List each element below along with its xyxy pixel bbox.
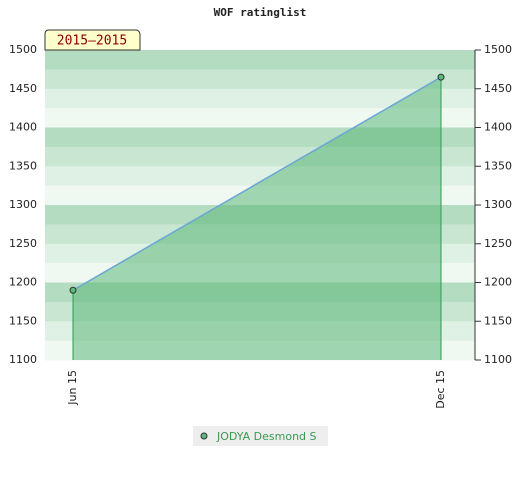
y-tick-label: 1450 bbox=[9, 82, 37, 95]
y2-tick-label: 1400 bbox=[484, 121, 512, 134]
y2-tick-label: 1150 bbox=[484, 314, 512, 327]
y-tick-label: 1400 bbox=[9, 121, 37, 134]
point bbox=[69, 286, 77, 294]
period-label: 2015–2015 bbox=[57, 34, 127, 49]
y2-tick-label: 1200 bbox=[484, 276, 512, 289]
chart-title: WOF ratinglist bbox=[214, 6, 307, 19]
legend-marker bbox=[200, 432, 208, 440]
y-tick-label: 1500 bbox=[9, 43, 37, 56]
line bbox=[72, 76, 442, 291]
y-tick-label: 1150 bbox=[9, 314, 37, 327]
y-tick-label: 1250 bbox=[9, 237, 37, 250]
plot bbox=[69, 73, 445, 360]
y2-tick-label: 1100 bbox=[484, 353, 512, 366]
y2-tick-label: 1350 bbox=[484, 159, 512, 172]
y2-tick-label: 1450 bbox=[484, 82, 512, 95]
x-tick-label: Jun 15 bbox=[66, 370, 79, 406]
area bbox=[73, 77, 441, 360]
legend-label: JODYA Desmond S bbox=[216, 430, 317, 443]
y-tick-label: 1200 bbox=[9, 276, 37, 289]
y-tick-label: 1350 bbox=[9, 159, 37, 172]
point bbox=[437, 73, 445, 81]
y2-tick-label: 1500 bbox=[484, 43, 512, 56]
legend bbox=[193, 426, 328, 446]
y-tick-label: 1300 bbox=[9, 198, 37, 211]
stripe bbox=[45, 88, 475, 109]
period-box bbox=[44, 29, 141, 51]
y-tick-label: 1100 bbox=[9, 353, 37, 366]
y2-tick-label: 1300 bbox=[484, 198, 512, 211]
stripe bbox=[45, 50, 475, 70]
y2-tick-label: 1250 bbox=[484, 237, 512, 250]
stripe bbox=[45, 69, 475, 90]
x-tick-label: Dec 15 bbox=[434, 370, 447, 409]
